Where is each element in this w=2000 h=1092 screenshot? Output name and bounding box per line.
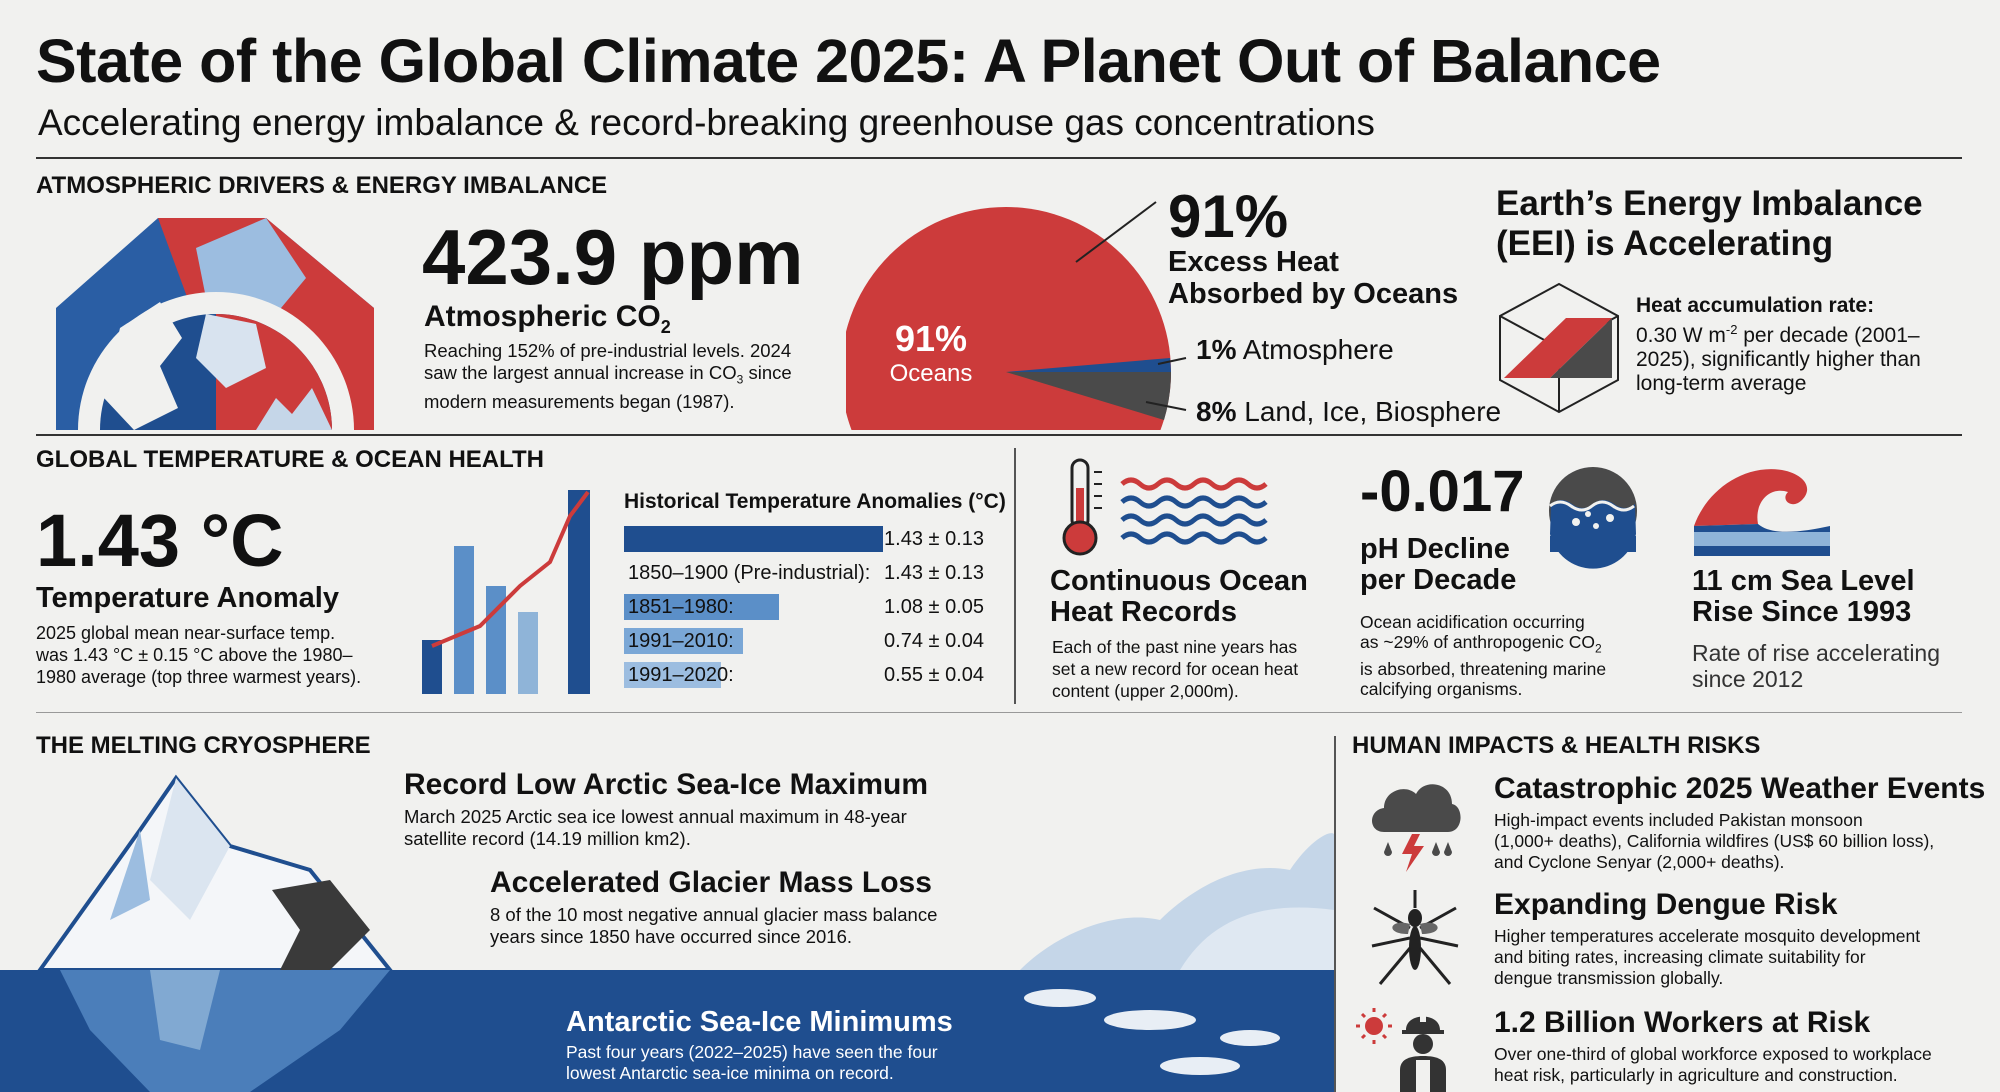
temperature-period-label: 1991–2020: bbox=[628, 664, 734, 686]
glacier-description: 8 of the 10 most negative annual glacier… bbox=[490, 904, 938, 947]
temperature-anomaly-cell: 0.74 ± 0.04 bbox=[884, 630, 984, 652]
antarctic-description: Past four years (2022–2025) have seen th… bbox=[566, 1042, 938, 1083]
temperature-period-label: 1851–1980: bbox=[628, 596, 734, 618]
arctic-title: Record Low Arctic Sea-Ice Maximum bbox=[404, 768, 929, 801]
ph-title: pH Decline per Decade bbox=[1360, 533, 1517, 596]
ocean-waves-icon bbox=[1120, 477, 1268, 545]
section-title-impacts: HUMAN IMPACTS & HEALTH RISKS bbox=[1352, 732, 1761, 759]
temperature-table-row: 1851–1980: 1.08 ± 0.05 bbox=[624, 594, 984, 620]
temperature-table-title: Historical Temperature Anomalies (°C) bbox=[624, 490, 1006, 513]
pie-big-percent: 91% bbox=[1168, 183, 1289, 250]
eei-title: Earth’s Energy Imbalance (EEI) is Accele… bbox=[1496, 184, 1923, 263]
header-divider bbox=[36, 157, 1962, 159]
section-divider-2 bbox=[36, 712, 1962, 713]
sea-level-description: Rate of rise accelerating since 2012 bbox=[1692, 640, 1941, 692]
glacier-title: Accelerated Glacier Mass Loss bbox=[490, 866, 932, 899]
antarctic-title: Antarctic Sea-Ice Minimums bbox=[566, 1006, 953, 1038]
pie-land-label: 8% Land, Ice, Biosphere bbox=[1196, 396, 1502, 427]
co2-value: 423.9 ppm bbox=[422, 213, 804, 301]
co2-description: Reaching 152% of pre-industrial levels. … bbox=[424, 340, 792, 412]
section-title-cryosphere: THE MELTING CRYOSPHERE bbox=[36, 732, 371, 759]
section-title-atmosphere: ATMOSPHERIC DRIVERS & ENERGY IMBALANCE bbox=[36, 172, 608, 199]
mosquito-icon bbox=[1371, 890, 1459, 985]
workers-title: 1.2 Billion Workers at Risk bbox=[1494, 1006, 1871, 1039]
temperature-bar bbox=[624, 594, 779, 620]
temperature-bar bbox=[624, 662, 722, 688]
co2-label: Atmospheric CO2 bbox=[424, 300, 671, 337]
ph-description: Ocean acidification occurring as ~29% of… bbox=[1360, 612, 1607, 699]
vertical-divider-1 bbox=[1014, 448, 1016, 704]
thermometer-icon bbox=[1062, 458, 1102, 556]
temperature-anomaly-cell: 1.08 ± 0.05 bbox=[884, 596, 984, 618]
ph-drop-icon bbox=[1549, 467, 1637, 569]
temperature-anomaly-label: Temperature Anomaly bbox=[36, 582, 339, 614]
temperature-anomaly-cell: 1.43 ± 0.13 bbox=[884, 528, 984, 550]
heat-distribution-pie-chart bbox=[846, 201, 1187, 430]
heat-worker-icon bbox=[1356, 1008, 1446, 1092]
ocean-heat-description: Each of the past nine years has set a ne… bbox=[1052, 637, 1299, 701]
storm-cloud-icon bbox=[1372, 784, 1461, 872]
energy-cube-icon bbox=[1499, 282, 1619, 414]
pie-atmosphere-label: 1% Atmosphere bbox=[1196, 334, 1394, 365]
temperature-table-row: 1991–2010: 0.74 ± 0.04 bbox=[624, 628, 984, 654]
temperature-anomaly-description: 2025 global mean near-surface temp. was … bbox=[36, 623, 362, 687]
ph-value: -0.017 bbox=[1360, 459, 1525, 524]
temperature-period-label: 1991–2010: bbox=[628, 630, 734, 652]
temperature-anomaly-value: 1.43 °C bbox=[36, 499, 284, 582]
vertical-divider-2 bbox=[1334, 736, 1336, 1092]
temperature-bar bbox=[624, 526, 884, 552]
temperature-table-row: 1.43 ± 0.13 bbox=[624, 526, 984, 552]
page-title: State of the Global Climate 2025: A Plan… bbox=[36, 27, 1661, 95]
temperature-anomaly-cell: 0.55 ± 0.04 bbox=[884, 664, 984, 686]
arctic-description: March 2025 Arctic sea ice lowest annual … bbox=[404, 806, 907, 849]
temperature-table-row: 1991–2020: 0.55 ± 0.04 bbox=[624, 662, 984, 688]
dengue-description: Higher temperatures accelerate mosquito … bbox=[1494, 926, 1921, 988]
pie-inner-label: 91% Oceans bbox=[889, 318, 973, 387]
iceberg-icon bbox=[0, 774, 1334, 1092]
sea-wave-icon bbox=[1694, 469, 1830, 556]
eei-rate-text: Heat accumulation rate: 0.30 W m-2 per d… bbox=[1636, 294, 1921, 395]
section-title-temperature: GLOBAL TEMPERATURE & OCEAN HEALTH bbox=[36, 446, 544, 473]
section-divider-1 bbox=[36, 434, 1962, 436]
earth-globe-icon bbox=[56, 218, 374, 430]
dengue-title: Expanding Dengue Risk bbox=[1494, 888, 1838, 921]
weather-title: Catastrophic 2025 Weather Events bbox=[1494, 772, 1986, 805]
temperature-anomaly-cell: 1.43 ± 0.13 bbox=[884, 562, 984, 584]
temperature-trend-icon bbox=[422, 490, 590, 694]
weather-description: High-impact events included Pakistan mon… bbox=[1494, 810, 1935, 872]
temperature-period-label: 1850–1900 (Pre-industrial): bbox=[628, 562, 871, 584]
ocean-heat-title: Continuous Ocean Heat Records bbox=[1050, 565, 1308, 628]
page-subtitle: Accelerating energy imbalance & record-b… bbox=[38, 102, 1375, 143]
workers-description: Over one-third of global workforce expos… bbox=[1494, 1044, 1932, 1085]
temperature-table-row: 1850–1900 (Pre-industrial): 1.43 ± 0.13 bbox=[624, 560, 984, 586]
sea-level-title: 11 cm Sea Level Rise Since 1993 bbox=[1692, 565, 1915, 628]
pie-big-label: Excess Heat Absorbed by Oceans bbox=[1168, 246, 1459, 310]
temperature-bar bbox=[624, 628, 743, 654]
